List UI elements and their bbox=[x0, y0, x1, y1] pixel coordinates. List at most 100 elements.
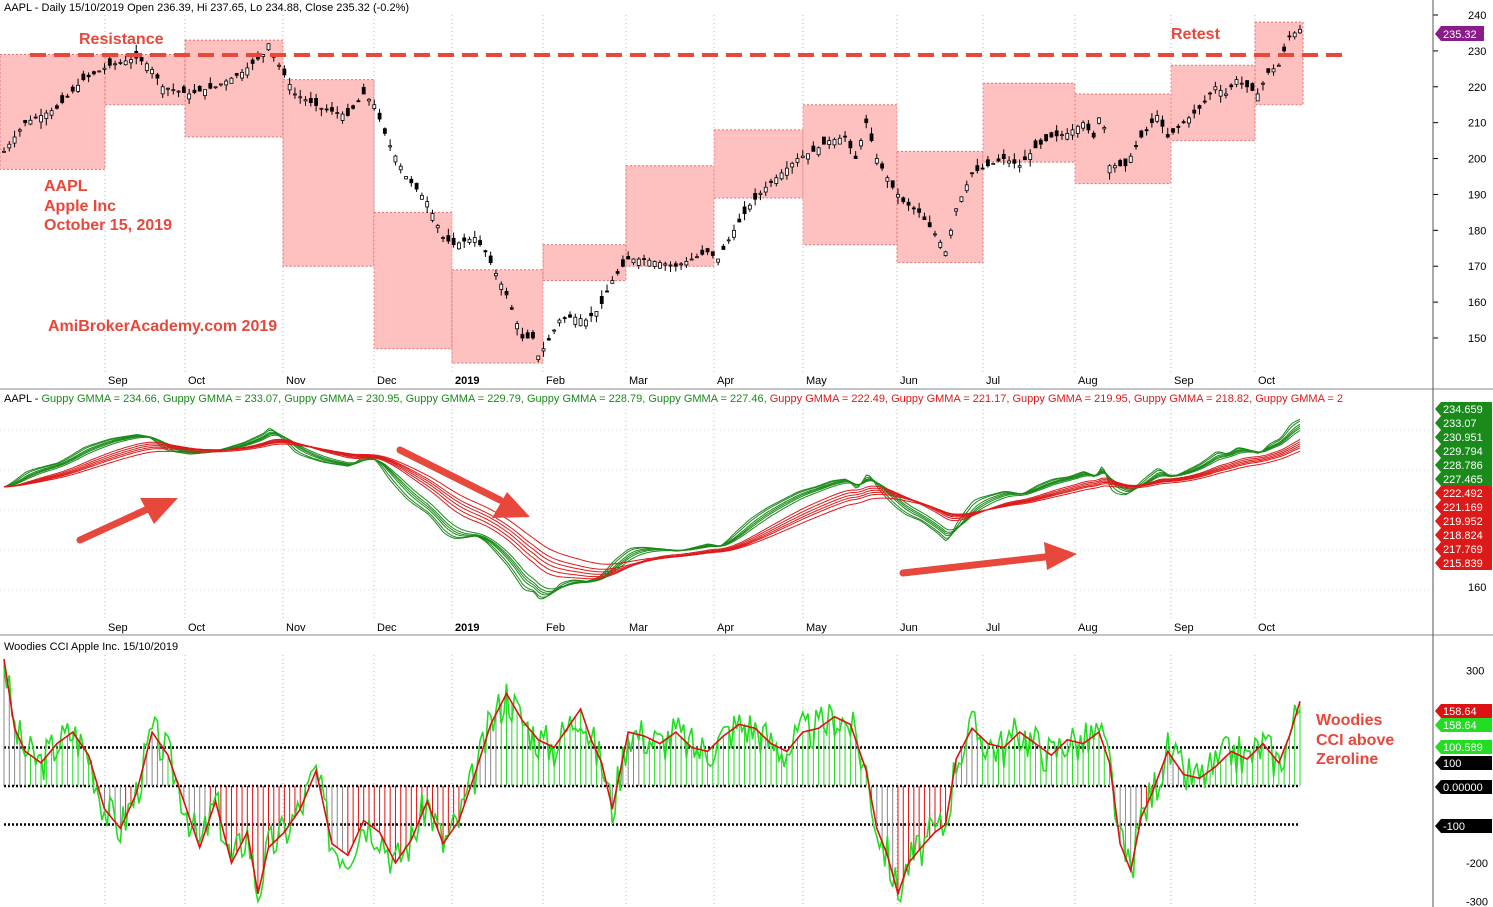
candle-body bbox=[1208, 92, 1212, 95]
candle-body bbox=[451, 237, 456, 246]
candle-body bbox=[1097, 117, 1101, 124]
date-label: October 15, 2019 bbox=[44, 217, 172, 234]
gmma-legend-entry: Guppy GMMA = 221.17, bbox=[891, 393, 1012, 405]
cci-tag-bg bbox=[1435, 780, 1492, 794]
candle-body bbox=[874, 158, 879, 164]
candle-body bbox=[44, 112, 49, 119]
candle-body bbox=[494, 272, 498, 277]
price-x-axis: Sep Oct Nov Dec 2019 Feb Mar Apr May Jun Jul Aug Sep… bbox=[108, 375, 1275, 387]
trend-arrows bbox=[76, 446, 1077, 577]
candle-body bbox=[425, 201, 430, 208]
gmma-legend-entry: Guppy GMMA = 227.46, bbox=[648, 393, 769, 405]
candle-body bbox=[901, 197, 906, 203]
candle-body bbox=[113, 63, 117, 66]
candle-body bbox=[245, 67, 250, 76]
gmma-x-tick: Mar bbox=[629, 622, 648, 634]
candle-body bbox=[1123, 158, 1128, 167]
candle-body bbox=[917, 208, 922, 213]
candle-body bbox=[1065, 133, 1070, 140]
candle-body bbox=[684, 261, 689, 266]
candle-body bbox=[980, 167, 985, 170]
cci-lines bbox=[3, 658, 1301, 904]
cci-note-line1: Woodies bbox=[1316, 712, 1382, 729]
range-zone-feb bbox=[542, 244, 627, 282]
cci-line bbox=[3, 658, 1301, 897]
candle-body bbox=[218, 83, 223, 86]
candle-body bbox=[1245, 80, 1250, 88]
candle-body bbox=[483, 250, 488, 253]
candle-body bbox=[1118, 159, 1123, 167]
gmma-x-tick: Jul bbox=[986, 622, 1000, 634]
gmma-tag-bg bbox=[1435, 486, 1492, 500]
gmma-tag-value: 217.769 bbox=[1443, 544, 1483, 556]
candle-body bbox=[938, 241, 943, 248]
candle-body bbox=[679, 263, 683, 266]
candle-body bbox=[689, 258, 694, 261]
candle-body bbox=[1107, 165, 1112, 174]
candle-body bbox=[81, 73, 86, 81]
gmma-tag-bg bbox=[1435, 402, 1492, 416]
candle-body bbox=[234, 73, 239, 76]
candle-body bbox=[303, 99, 308, 102]
gmma-lines bbox=[3, 418, 1301, 600]
candle-body bbox=[520, 333, 525, 339]
candle-body bbox=[65, 95, 70, 98]
candle-body bbox=[277, 64, 281, 67]
candle-body bbox=[472, 237, 477, 243]
price-x-tick: Apr bbox=[717, 375, 734, 387]
gmma-tag-value: 228.786 bbox=[1443, 460, 1483, 472]
candle-body bbox=[23, 120, 28, 124]
candle-body bbox=[1028, 153, 1033, 160]
price-y-tick: 180 bbox=[1468, 225, 1486, 237]
price-y-axis: 150 160 170 180 190 200 210 220 230 240 bbox=[1433, 10, 1486, 345]
candle-body bbox=[1202, 100, 1207, 103]
gmma-legend-entry: Guppy GMMA = 219.95, bbox=[1013, 393, 1134, 405]
candle-body bbox=[1049, 132, 1054, 138]
candle-body bbox=[557, 319, 562, 324]
candle-body bbox=[1139, 130, 1144, 138]
candle-body bbox=[853, 155, 858, 159]
gmma-x-tick: Sep bbox=[1174, 622, 1194, 634]
candle-body bbox=[954, 208, 959, 212]
candle-body bbox=[1229, 84, 1234, 88]
candle-body bbox=[129, 59, 133, 64]
candle-body bbox=[721, 245, 726, 250]
candle-body bbox=[1276, 64, 1281, 67]
candle-body bbox=[187, 93, 192, 100]
gmma-title: AAPL - Guppy GMMA = 234.66, Guppy GMMA =… bbox=[4, 393, 1343, 405]
candle-body bbox=[1271, 68, 1276, 73]
gmma-x-tick: Nov bbox=[286, 622, 306, 634]
price-x-tick: Mar bbox=[629, 375, 648, 387]
cci-tag-bg bbox=[1435, 819, 1492, 833]
price-y-tick: 200 bbox=[1468, 154, 1486, 166]
candle-body bbox=[12, 136, 17, 144]
candle-body bbox=[578, 318, 583, 327]
gmma-tag-value: 221.169 bbox=[1443, 502, 1483, 514]
range-zone-sep bbox=[1170, 64, 1256, 142]
candle-body bbox=[822, 136, 826, 145]
candle-body bbox=[28, 119, 33, 125]
candle-body bbox=[631, 258, 636, 264]
candle-body bbox=[642, 258, 646, 260]
candle-body bbox=[33, 116, 38, 119]
candle-body bbox=[60, 95, 65, 103]
candle-body bbox=[324, 108, 329, 111]
gmma-x-tick: Sep bbox=[108, 622, 128, 634]
candle-body bbox=[509, 307, 514, 310]
candle-body bbox=[287, 83, 292, 91]
cci-tag-bg bbox=[1435, 756, 1492, 770]
candle-body bbox=[837, 137, 842, 145]
candle-body bbox=[647, 259, 652, 267]
range-zone-apr bbox=[713, 129, 804, 199]
candle-body bbox=[1038, 139, 1043, 145]
gmma-tag-value: 218.824 bbox=[1443, 530, 1483, 542]
candle-body bbox=[467, 238, 472, 243]
candle-body bbox=[758, 192, 763, 195]
gmma-tag-value: 230.951 bbox=[1443, 432, 1483, 444]
candle-body bbox=[726, 239, 731, 242]
candle-body bbox=[293, 93, 297, 96]
candle-body bbox=[652, 261, 657, 267]
cci-y-tick: 300 bbox=[1466, 666, 1484, 678]
arrow-up-2-icon bbox=[899, 542, 1077, 577]
gmma-y-tick: 160 bbox=[1468, 582, 1486, 594]
